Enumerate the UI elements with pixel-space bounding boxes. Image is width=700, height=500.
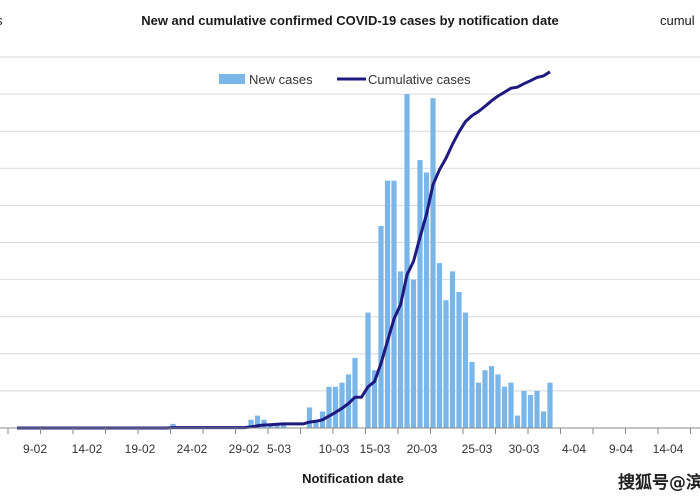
new-cases-bar — [456, 291, 462, 428]
new-cases-bar — [443, 300, 449, 428]
x-tick-label: 9-02 — [23, 442, 47, 456]
new-cases-bar — [495, 374, 501, 428]
chart-title: New and cumulative confirmed COVID-19 ca… — [141, 13, 559, 28]
new-cases-bar — [547, 382, 553, 428]
new-cases-bar — [280, 423, 287, 428]
new-cases-bar — [365, 312, 371, 428]
x-tick-label: 30-03 — [509, 442, 540, 456]
new-cases-bar — [475, 382, 482, 428]
x-tick-label: 25-03 — [462, 442, 493, 456]
new-cases-bar — [534, 390, 540, 428]
x-tick-label: 10-03 — [319, 442, 350, 456]
x-tick-label: 24-02 — [177, 442, 208, 456]
new-cases-bar — [417, 160, 423, 429]
x-tick-label: 29-02 — [229, 442, 260, 456]
new-cases-bar — [397, 271, 404, 428]
legend-cumulative-label: Cumulative cases — [368, 72, 471, 87]
x-tick-label: 14-02 — [72, 442, 103, 456]
new-cases-bar — [469, 362, 475, 428]
new-cases-bar — [482, 370, 488, 428]
new-cases-bar — [449, 271, 456, 428]
x-tick-label: 15-03 — [360, 442, 391, 456]
new-cases-bar — [540, 411, 547, 428]
new-cases-bar — [436, 263, 443, 428]
new-cases-bar — [508, 382, 514, 428]
new-cases-bar — [332, 386, 339, 428]
x-axis: 9-02 14-02 19-02 24-02 29-02 5-03 10-03 15-03 20… — [0, 427, 700, 456]
x-tick-label: 20-03 — [407, 442, 438, 456]
new-cases-bar — [339, 382, 345, 428]
new-cases-bar — [313, 419, 319, 428]
x-tick-label: 9-04 — [609, 442, 633, 456]
new-cases-bar — [501, 386, 508, 428]
new-cases-bar — [254, 415, 261, 428]
new-cases-bar — [326, 386, 332, 428]
new-cases-bar — [378, 226, 384, 428]
new-cases-bar — [488, 366, 495, 428]
new-cases-bar — [306, 407, 313, 428]
new-cases-bar — [384, 180, 391, 428]
new-cases-bar — [514, 415, 521, 428]
x-tick-label: 4-04 — [562, 442, 586, 456]
x-tick-label: 14-04 — [653, 442, 684, 456]
new-cases-bar — [410, 279, 417, 428]
legend-new-cases-swatch — [219, 74, 245, 84]
new-cases-bar — [345, 374, 352, 428]
new-cases-bars — [170, 94, 553, 429]
x-axis-title: Notification date — [302, 471, 404, 486]
x-tick-label: 19-02 — [125, 442, 156, 456]
new-cases-bar — [404, 94, 410, 428]
left-axis-label: s — [0, 13, 3, 28]
new-cases-bar — [274, 423, 280, 428]
new-cases-bar — [352, 357, 358, 428]
watermark: 搜狐号@滨 — [618, 472, 700, 493]
legend: New cases Cumulative cases — [219, 72, 471, 87]
legend-new-cases-label: New cases — [249, 72, 313, 87]
new-cases-bar — [423, 172, 430, 428]
new-cases-bar — [430, 98, 436, 428]
new-cases-bar — [521, 390, 527, 428]
new-cases-bar — [391, 180, 397, 428]
new-cases-bar — [248, 419, 254, 428]
gridlines — [0, 56, 700, 429]
new-cases-bar — [170, 423, 176, 428]
right-axis-label: cumul — [660, 13, 695, 28]
x-tick-label: 5-03 — [267, 442, 291, 456]
new-cases-bar — [371, 370, 378, 428]
new-cases-bar — [527, 395, 534, 428]
new-cases-bar — [462, 312, 469, 428]
